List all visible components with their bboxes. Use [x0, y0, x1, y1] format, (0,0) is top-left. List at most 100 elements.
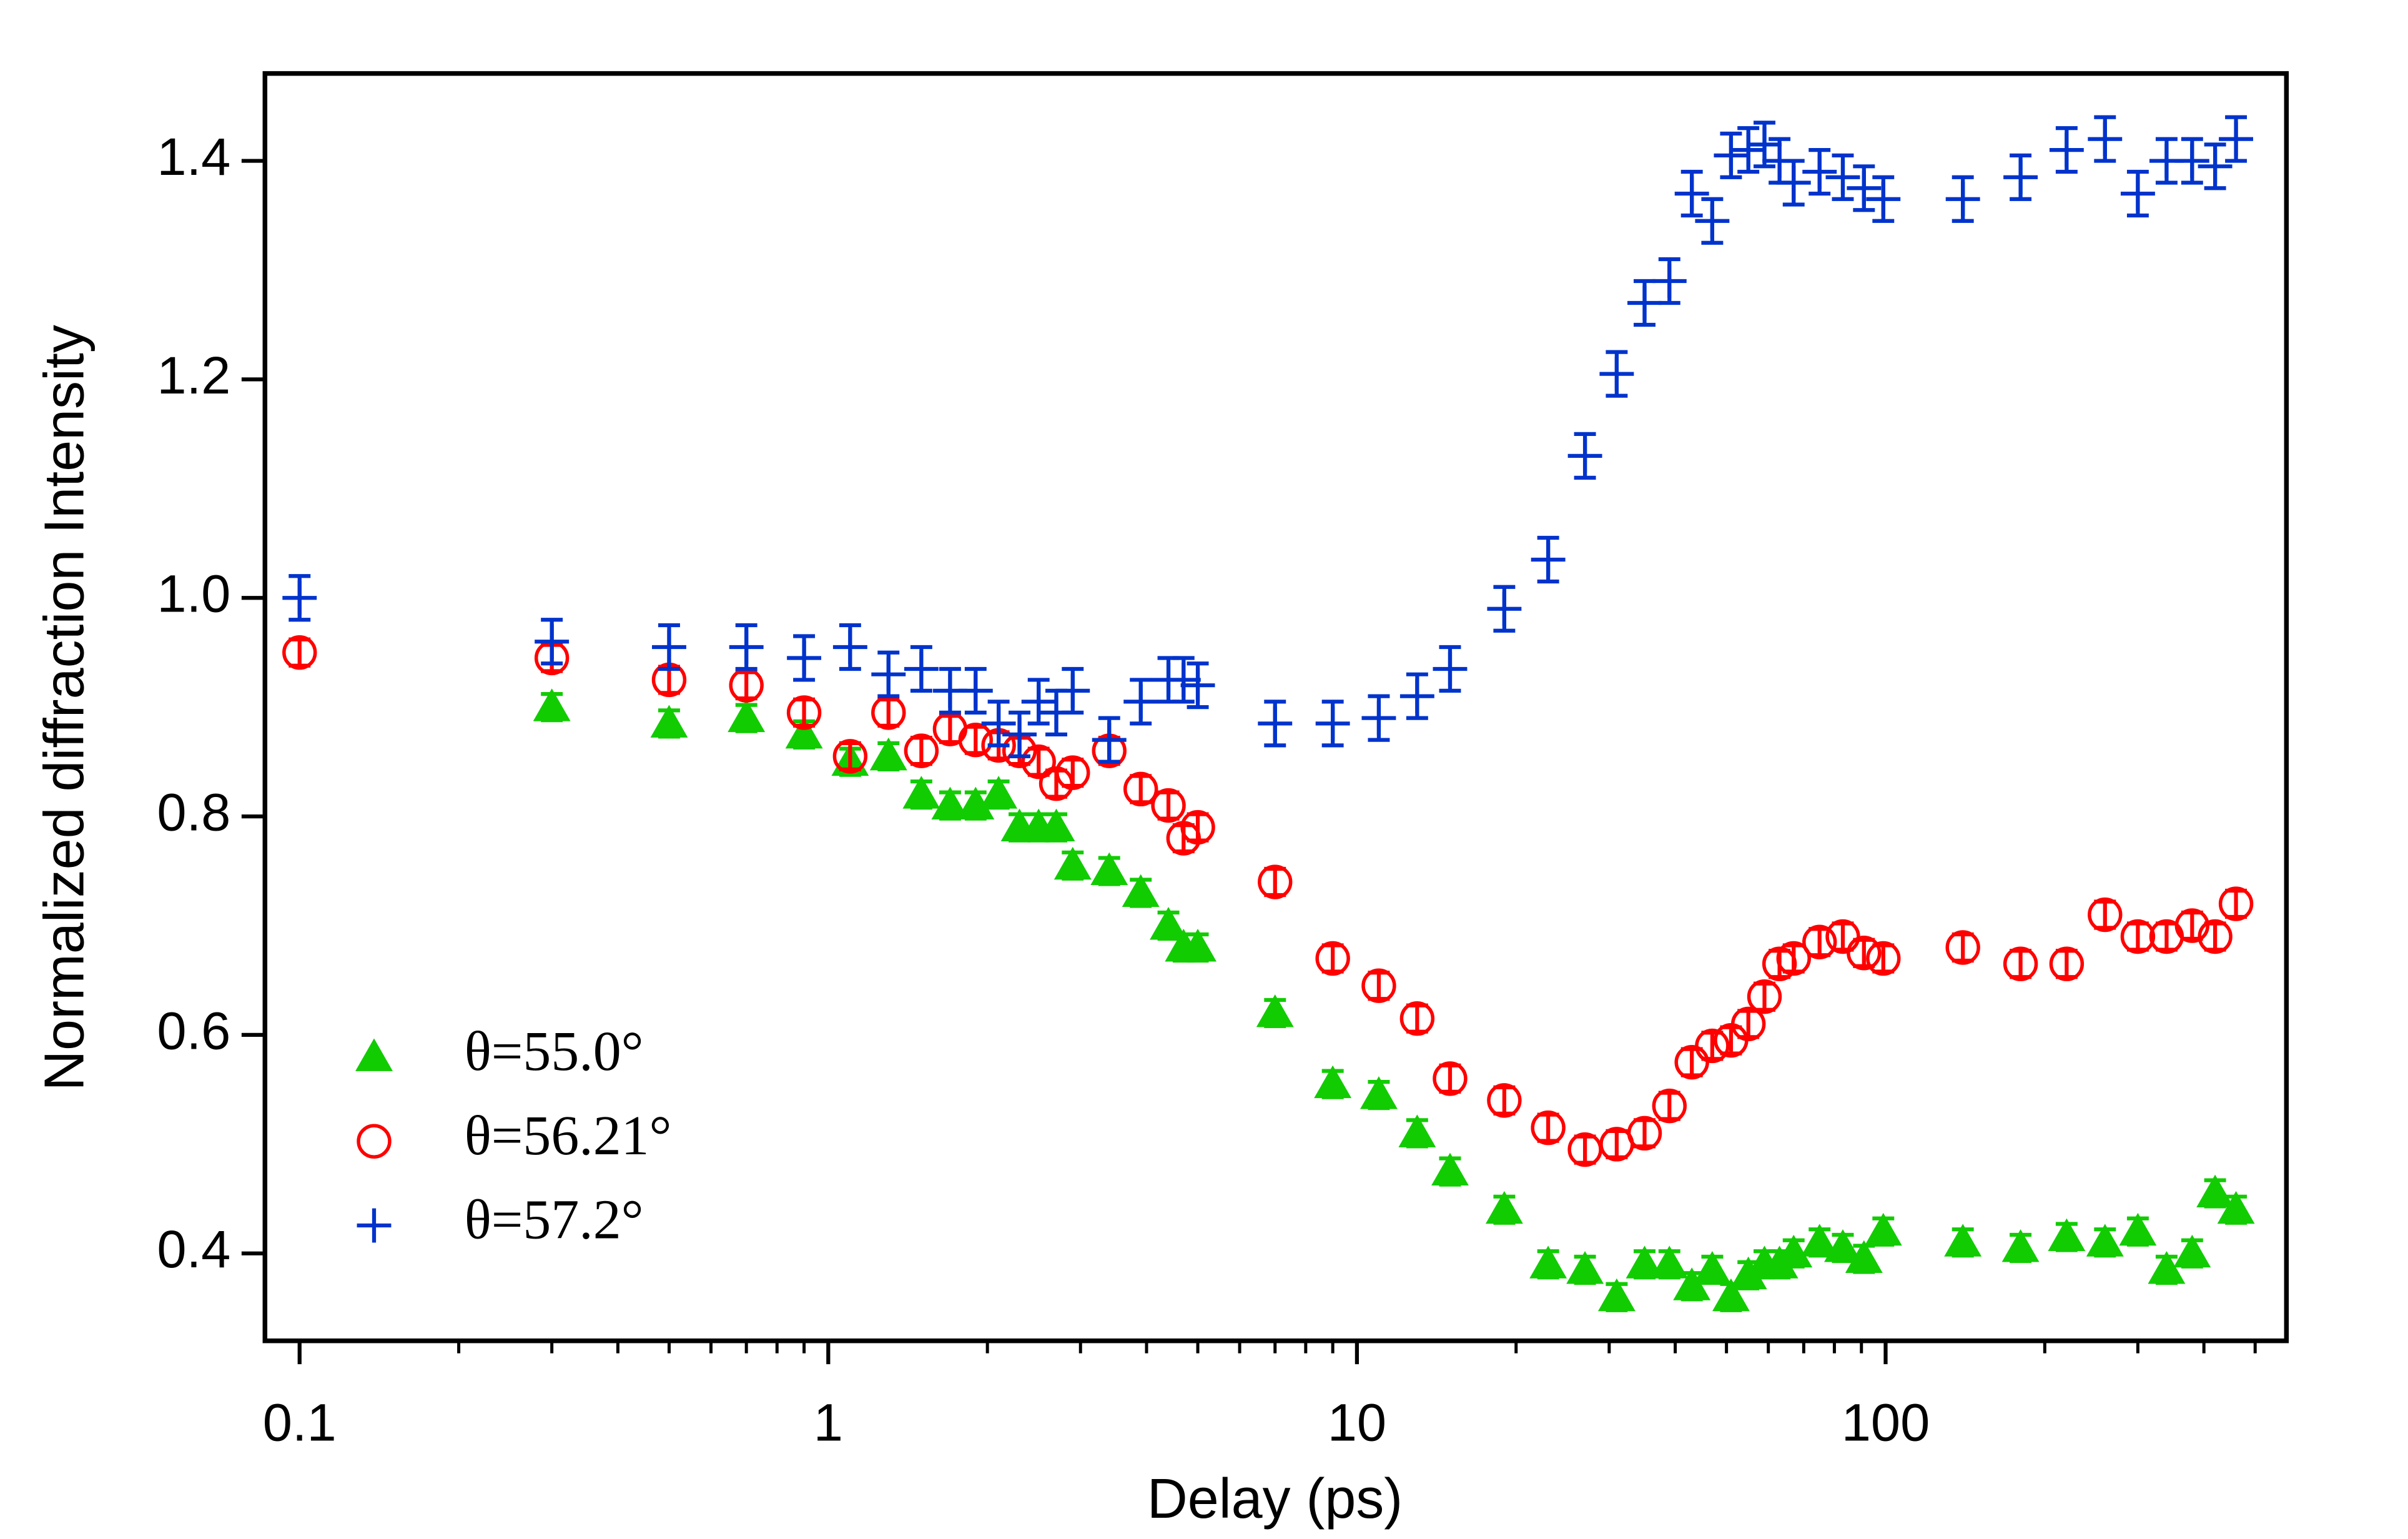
- point: [1731, 132, 1766, 167]
- error-bar: [1754, 981, 1775, 1012]
- point: [1150, 907, 1188, 940]
- error-bar: [2010, 949, 2032, 979]
- point: [2217, 1190, 2255, 1224]
- y-tick-label: 1.0: [157, 564, 230, 623]
- point: [2173, 1234, 2211, 1268]
- error-bar: [1574, 1134, 1596, 1165]
- point: [1151, 788, 1186, 823]
- point: [1487, 591, 1522, 626]
- point: [1090, 852, 1128, 886]
- point: [533, 688, 571, 721]
- error-bar: [1321, 943, 1344, 974]
- x-tick-label: 0.1: [263, 1392, 337, 1452]
- point: [1002, 717, 1037, 752]
- x-tick-label: 10: [1328, 1392, 1386, 1452]
- point: [1627, 285, 1662, 320]
- point: [282, 635, 317, 670]
- plot-frame: [262, 71, 2289, 1344]
- point: [1944, 1224, 1982, 1257]
- point: [1652, 1088, 1687, 1124]
- point: [786, 695, 822, 730]
- point: [652, 630, 686, 665]
- point: [1314, 1065, 1352, 1099]
- point: [832, 739, 868, 774]
- point: [1695, 1028, 1730, 1064]
- point: [1651, 1245, 1689, 1279]
- point: [1054, 846, 1092, 880]
- error-bar: [2126, 921, 2149, 952]
- y-tick-label: 1.4: [157, 127, 230, 186]
- point: [1398, 1114, 1436, 1147]
- legend-label: θ=57.2°: [465, 1189, 644, 1251]
- x-tick-label: 100: [1842, 1392, 1930, 1452]
- point: [1714, 138, 1749, 173]
- point: [1693, 1251, 1731, 1284]
- y-tick-label: 0.6: [157, 1001, 230, 1060]
- error-bar: [2155, 921, 2178, 952]
- error-bar: [1537, 1112, 1559, 1143]
- error-bar: [1658, 1091, 1680, 1121]
- legend-label: θ=56.21°: [465, 1105, 672, 1167]
- point: [729, 630, 764, 665]
- point: [904, 651, 939, 686]
- point: [1433, 1061, 1468, 1096]
- point: [902, 776, 940, 809]
- point: [1597, 1278, 1636, 1312]
- point: [981, 706, 1016, 741]
- point: [1566, 1251, 1604, 1284]
- point: [1599, 357, 1634, 392]
- point: [1747, 979, 1782, 1014]
- point: [2148, 1251, 2186, 1284]
- error-bar: [1406, 1003, 1428, 1034]
- point: [2001, 1229, 2040, 1262]
- point: [650, 705, 688, 738]
- point: [1315, 941, 1350, 976]
- point: [728, 699, 766, 733]
- point: [1695, 204, 1730, 239]
- point: [2088, 122, 2123, 157]
- point: [1673, 1267, 1711, 1300]
- point: [2003, 160, 2038, 195]
- point: [1747, 127, 1782, 162]
- point: [1431, 1152, 1469, 1186]
- point: [1776, 166, 1811, 200]
- point: [1315, 706, 1350, 741]
- point: [1361, 701, 1396, 736]
- point: [1531, 542, 1566, 577]
- point: [2219, 122, 2254, 157]
- point: [1531, 1110, 1566, 1146]
- point: [2003, 946, 2038, 981]
- error-bar: [939, 714, 961, 745]
- point: [2049, 946, 2085, 981]
- point: [1529, 1245, 1567, 1279]
- point: [2218, 886, 2254, 921]
- point: [1847, 936, 1882, 971]
- point: [1258, 864, 1293, 899]
- error-bar: [2094, 899, 2116, 930]
- point: [931, 786, 969, 820]
- point: [1627, 1116, 1662, 1151]
- point: [1730, 1006, 1766, 1042]
- point: [1626, 1245, 1664, 1279]
- point: [1179, 929, 1217, 962]
- error-bar: [1439, 1063, 1461, 1094]
- point: [535, 624, 570, 659]
- error-bar: [1737, 1009, 1760, 1039]
- point: [1864, 1212, 1902, 1246]
- error-bar: [1952, 932, 1974, 963]
- x-tick-label: 1: [814, 1392, 843, 1452]
- error-bar: [1157, 790, 1180, 821]
- point: [2196, 1174, 2234, 1208]
- point: [1729, 1256, 1767, 1290]
- point: [1180, 668, 1215, 703]
- error-bar: [1872, 943, 1895, 974]
- point: [2120, 176, 2155, 211]
- y-tick-label: 0.8: [157, 782, 230, 841]
- point: [2086, 1224, 2124, 1257]
- error-bar: [1720, 1025, 1742, 1056]
- point: [1122, 874, 1160, 907]
- legend-label: θ=55.0°: [465, 1021, 644, 1082]
- point: [2120, 919, 2156, 954]
- point: [1825, 160, 1860, 195]
